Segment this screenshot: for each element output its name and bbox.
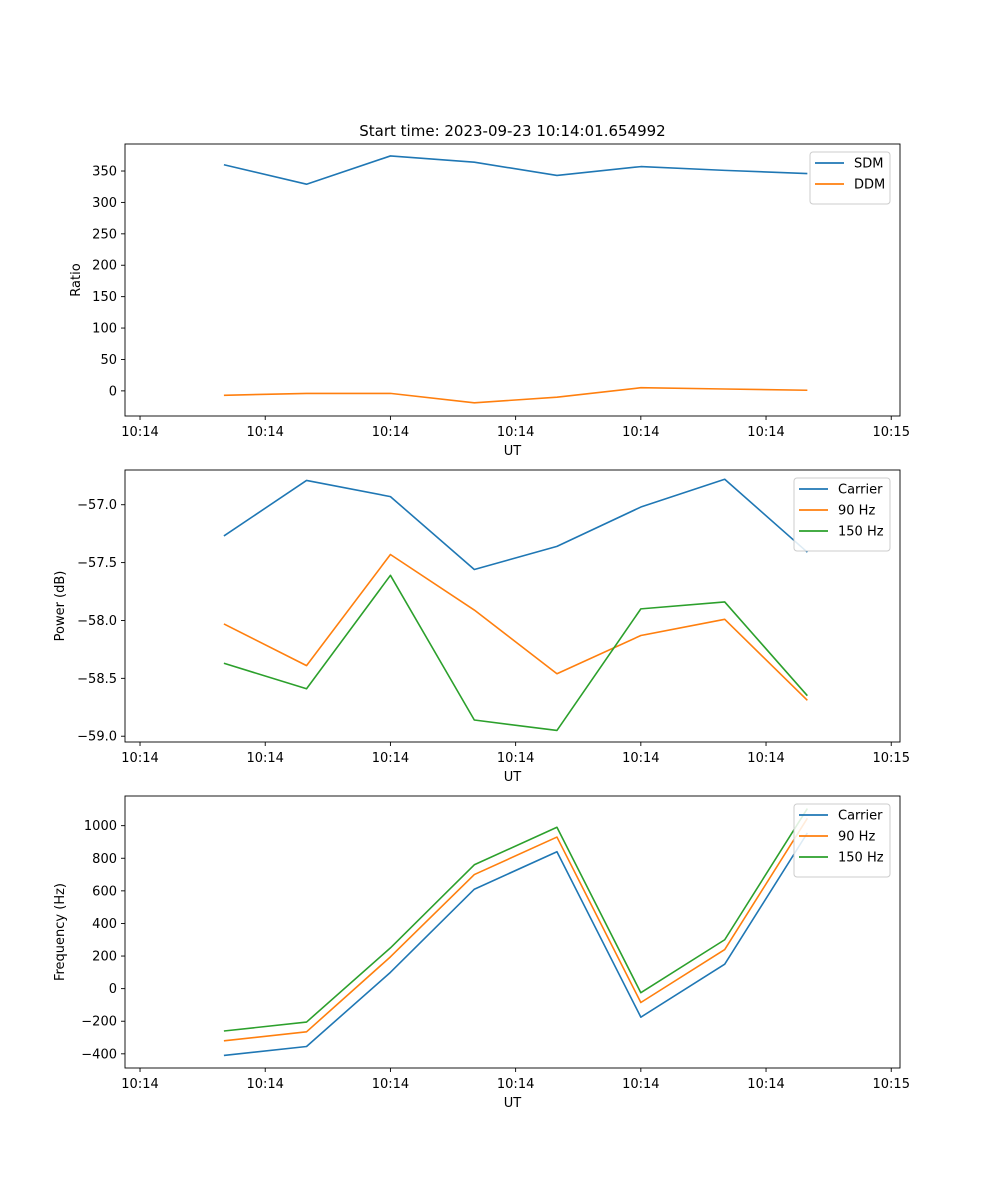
x-tick-label: 10:14 xyxy=(372,425,409,440)
chart-panel-1: 10:14 10:14 10:14 10:14 10:14 10:14 10:15 0 50 10… xyxy=(69,143,910,459)
legend-label: SDM xyxy=(854,157,883,172)
y-axis-label: Ratio xyxy=(69,263,84,296)
legend: Carrier 90 Hz 150 Hz xyxy=(793,803,891,878)
y-tick-label: 50 xyxy=(100,353,117,368)
y-tick-label: 200 xyxy=(92,259,117,274)
x-tick-label: 10:14 xyxy=(497,425,534,440)
y-tick-label: 0 xyxy=(109,982,117,997)
y-tick-label: −59.0 xyxy=(77,730,117,745)
y-tick-label: 250 xyxy=(92,227,117,242)
x-tick-label: 10:14 xyxy=(246,751,283,766)
legend: SDM DDM xyxy=(809,151,891,205)
y-tick-label: 600 xyxy=(92,884,117,899)
x-tick-label: 10:14 xyxy=(747,1077,784,1092)
plot-area xyxy=(125,470,900,742)
x-tick-label: 10:15 xyxy=(873,751,910,766)
x-axis-label: UT xyxy=(504,1096,522,1111)
chart-panel-2: 10:14 10:14 10:14 10:14 10:14 10:14 10:15 −59.0… xyxy=(53,469,910,785)
legend-label: 90 Hz xyxy=(838,504,875,519)
x-tick-label: 10:14 xyxy=(121,1077,158,1092)
y-tick-label: −400 xyxy=(81,1047,117,1062)
y-tick-label: −57.5 xyxy=(77,556,117,571)
y-tick-label: −57.0 xyxy=(77,498,117,513)
y-tick-label: 100 xyxy=(92,322,117,337)
x-tick-label: 10:14 xyxy=(372,751,409,766)
x-tick-label: 10:15 xyxy=(873,425,910,440)
series-line-ddm xyxy=(223,386,808,404)
legend-label: DDM xyxy=(854,178,885,193)
y-axis-label: Power (dB) xyxy=(53,571,68,642)
legend-label: Carrier xyxy=(838,483,883,498)
series-line-90-hz xyxy=(223,553,808,701)
series-line-carrier xyxy=(223,478,808,571)
figure-title: Start time: 2023-09-23 10:14:01.654992 xyxy=(359,122,665,140)
x-tick-label: 10:15 xyxy=(873,1077,910,1092)
plot-area xyxy=(125,144,900,416)
y-tick-label: 400 xyxy=(92,917,117,932)
y-tick-label: 0 xyxy=(109,384,117,399)
x-axis-label: UT xyxy=(504,770,522,785)
legend-label: Carrier xyxy=(838,809,883,824)
axes-frame xyxy=(124,143,901,417)
x-tick-label: 10:14 xyxy=(622,751,659,766)
legend: Carrier 90 Hz 150 Hz xyxy=(793,477,891,552)
y-axis-label: Frequency (Hz) xyxy=(53,883,68,981)
x-tick-label: 10:14 xyxy=(747,751,784,766)
y-tick-label: 350 xyxy=(92,165,117,180)
y-tick-label: 200 xyxy=(92,950,117,965)
x-tick-label: 10:14 xyxy=(497,1077,534,1092)
x-axis-label: UT xyxy=(504,444,522,459)
x-tick-label: 10:14 xyxy=(246,425,283,440)
series-line-sdm xyxy=(223,155,808,185)
legend-label: 90 Hz xyxy=(838,830,875,845)
x-tick-label: 10:14 xyxy=(372,1077,409,1092)
y-tick-label: −200 xyxy=(81,1015,117,1030)
y-tick-label: 150 xyxy=(92,290,117,305)
x-tick-label: 10:14 xyxy=(622,425,659,440)
legend-box xyxy=(793,803,891,878)
legend-box xyxy=(809,151,891,205)
chart-panel-3: 10:14 10:14 10:14 10:14 10:14 10:14 10:15 −400 −… xyxy=(53,795,910,1111)
y-tick-label: 300 xyxy=(92,196,117,211)
x-tick-label: 10:14 xyxy=(747,425,784,440)
x-tick-label: 10:14 xyxy=(121,425,158,440)
legend-box xyxy=(793,477,891,552)
chart-panels: 10:14 10:14 10:14 10:14 10:14 10:14 10:15 0 50 10… xyxy=(53,143,910,1111)
legend-label: 150 Hz xyxy=(838,525,884,540)
axes-frame xyxy=(124,469,901,743)
series-line-150-hz xyxy=(223,808,809,1032)
axes-frame xyxy=(124,795,901,1069)
x-tick-label: 10:14 xyxy=(121,751,158,766)
legend-label: 150 Hz xyxy=(838,851,884,866)
plot-area xyxy=(125,796,900,1068)
series-line-carrier xyxy=(223,832,809,1057)
y-tick-label: 1000 xyxy=(84,819,117,834)
y-tick-label: −58.0 xyxy=(77,614,117,629)
y-tick-label: −58.5 xyxy=(77,672,117,687)
x-tick-label: 10:14 xyxy=(622,1077,659,1092)
x-tick-label: 10:14 xyxy=(497,751,534,766)
series-line-150-hz xyxy=(223,574,808,732)
x-tick-label: 10:14 xyxy=(246,1077,283,1092)
y-tick-label: 800 xyxy=(92,852,117,867)
series-line-90-hz xyxy=(223,817,809,1042)
